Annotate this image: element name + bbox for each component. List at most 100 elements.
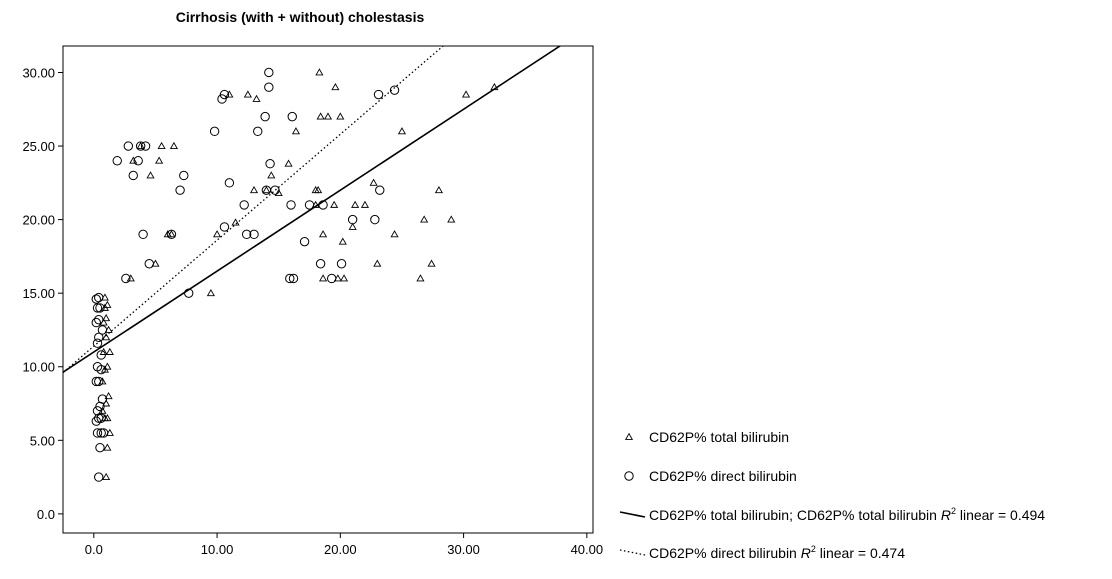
point-total-bilirubin [314,185,323,194]
point-direct-bilirubin [135,141,146,151]
point-direct-bilirubin [253,126,263,137]
point-direct-bilirubin [92,303,103,313]
point-total-bilirubin [461,90,471,98]
point-direct-bilirubin [373,89,384,100]
point-direct-bilirubin [91,376,101,387]
point-total-bilirubin [284,159,293,167]
legend-fit-label: CD62P% direct bilirubin R2 linear = 0.47… [649,544,905,561]
point-total-bilirubin [390,230,399,238]
point-direct-bilirubin [239,200,249,210]
point-direct-bilirubin [288,273,299,284]
point-direct-bilirubin [241,229,252,240]
point-direct-bilirubin [299,236,310,247]
y-tick-label: 25.00 [22,139,55,154]
point-total-bilirubin [155,156,164,164]
point-direct-bilirubin [287,111,297,122]
point-direct-bilirubin [112,156,122,166]
point-total-bilirubin [129,156,138,164]
point-direct-bilirubin [95,442,105,453]
point-total-bilirubin [262,185,271,194]
legend-label: CD62P% total bilirubin [649,429,789,445]
point-total-bilirubin [103,362,112,370]
point-total-bilirubin [103,300,112,308]
point-direct-bilirubin [96,364,106,375]
legend-fit-name: CD62P% direct bilirubin [649,545,801,561]
chart-title: Cirrhosis (with + without) cholestasis [176,9,425,25]
point-total-bilirubin [318,230,328,238]
point-direct-bilirubin [96,413,106,423]
point-total-bilirubin [267,171,276,179]
point-total-bilirubin [102,333,111,341]
x-tick-label: 40.00 [571,542,604,557]
fit-line-total-bilirubin [63,46,562,373]
point-direct-bilirubin [95,303,105,313]
point-total-bilirubin [252,94,261,102]
point-direct-bilirubin [264,67,274,78]
point-direct-bilirubin [270,185,280,195]
point-direct-bilirubin [375,185,385,195]
point-total-bilirubin [103,443,112,451]
point-total-bilirubin [167,230,176,238]
point-total-bilirubin [169,141,179,149]
point-total-bilirubin [126,274,135,282]
point-direct-bilirubin [336,259,347,269]
point-direct-bilirubin [347,214,358,225]
point-total-bilirubin [231,218,240,226]
point-direct-bilirubin [94,292,104,303]
point-direct-bilirubin [184,288,194,298]
point-total-bilirubin [447,215,456,223]
point-total-bilirubin [331,82,340,91]
point-direct-bilirubin [121,273,131,284]
point-total-bilirubin [104,391,113,400]
y-tick-label: 10.00 [22,360,55,375]
legend-r2-symbol: R [801,545,811,561]
y-tick-label: 0.0 [37,507,55,522]
point-direct-bilirubin [94,314,104,325]
y-tick-label: 5.00 [30,433,55,448]
point-direct-bilirubin [224,178,235,188]
point-direct-bilirubin [97,394,108,404]
point-direct-bilirubin [94,472,104,482]
x-axis: 0.0 10.00 20.00 30.00 40.00 [85,533,603,557]
y-tick-label: 30.00 [22,65,55,80]
y-tick-label: 15.00 [22,286,55,301]
point-total-bilirubin [146,171,155,179]
point-direct-bilirubin [219,89,230,100]
fit-lines [63,46,562,374]
point-direct-bilirubin [318,200,328,210]
point-total-bilirubin [316,112,325,120]
point-direct-bilirubin [94,332,104,343]
point-direct-bilirubin [219,222,230,232]
legend-r2-superscript: 2 [811,544,816,554]
point-total-bilirubin [348,222,357,230]
x-tick-label: 30.00 [447,542,480,557]
point-direct-bilirubin [286,200,296,210]
point-total-bilirubin [416,274,425,282]
point-direct-bilirubin [217,94,227,104]
legend-r2-value: linear = 0.494 [956,507,1045,523]
point-total-bilirubin [351,200,360,208]
point-total-bilirubin [136,141,145,149]
legend-r2-symbol: R [941,507,951,523]
point-direct-bilirubin [128,170,138,181]
legend: CD62P% total bilirubin CD62P% direct bili… [619,429,1045,561]
point-direct-bilirubin [140,141,151,151]
point-total-bilirubin [225,90,234,98]
point-direct-bilirubin [209,126,220,137]
point-direct-bilirubin [144,259,154,269]
legend-fit-name: CD62P% total bilirubin; CD62P% total bil… [649,507,941,523]
point-direct-bilirubin [91,294,101,304]
point-direct-bilirubin [260,111,270,122]
point-direct-bilirubin [370,214,380,225]
point-direct-bilirubin [175,185,185,195]
point-total-bilirubin [291,127,301,135]
x-tick-label: 20.00 [324,542,357,557]
data-points [91,67,499,482]
point-direct-bilirubin [92,406,103,416]
point-direct-bilirubin [133,156,143,166]
point-total-bilirubin [420,215,429,223]
point-direct-bilirubin [249,229,259,240]
point-total-bilirubin [206,288,215,297]
point-total-bilirubin [434,185,444,194]
